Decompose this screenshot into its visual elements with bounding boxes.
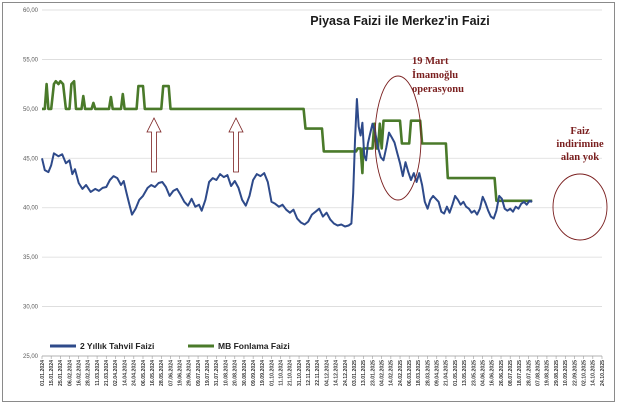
x-tick-label: 04.12.2024 (324, 360, 330, 386)
x-tick-label: 14.02.2025 (389, 360, 395, 386)
x-tick-label: 11.10.2024 (278, 360, 284, 386)
x-tick-label: 25.01.2024 (58, 360, 64, 386)
x-tick-label: 14.12.2024 (334, 360, 340, 386)
x-tick-label: 02.04.2024 (113, 360, 119, 386)
up-arrow (228, 117, 244, 173)
x-tick-label: 20.08.2024 (233, 360, 239, 386)
annotation-line: alan yok (561, 152, 599, 163)
annotation-line: 19 Mart (412, 56, 449, 67)
annotation-no-rate-cut: Faiz indirimine alan yok (556, 126, 604, 163)
x-tick-label: 23.01.2025 (370, 360, 376, 386)
x-tick-label: 14.10.2025 (591, 360, 597, 386)
x-tick-label: 09.07.2024 (196, 360, 202, 386)
annotation-line: Faiz (570, 126, 590, 137)
x-tick-label: 13.01.2025 (361, 360, 367, 386)
y-tick-label: 25,00 (23, 354, 39, 360)
up-arrow (146, 117, 162, 173)
series-line-policy-rate (42, 79, 533, 203)
y-tick-label: 50,00 (23, 107, 39, 113)
chart-title: Piyasa Faizi ile Merkez'in Faizi (310, 14, 489, 28)
series-group (41, 79, 533, 228)
x-tick-label: 19.09.2024 (260, 360, 266, 386)
x-tick-label: 13.05.2025 (462, 360, 468, 386)
x-tick-label: 21.04.2025 (444, 360, 450, 386)
x-tick-label: 31.10.2024 (297, 360, 303, 386)
legend-label-policy: MB Fonlama Faizi (218, 341, 290, 351)
x-tick-label: 30.08.2024 (242, 360, 248, 386)
x-tick-label: 15.01.2024 (49, 360, 55, 386)
x-tick-label: 31.07.2024 (214, 360, 220, 386)
annotation-line: indirimine (556, 139, 604, 150)
x-tick-label: 24.04.2024 (132, 360, 138, 386)
y-tick-label: 35,00 (23, 255, 39, 261)
x-tick-label: 18.07.2025 (517, 360, 523, 386)
x-tick-label: 07.06.2024 (168, 360, 174, 386)
x-tick-label: 29.08.2025 (554, 360, 560, 386)
series-line-bond-yield (41, 98, 533, 228)
y-axis: 25,00 30,00 35,00 40,00 45,00 50,00 55,00 60,00 (23, 8, 39, 360)
y-tick-label: 45,00 (23, 156, 39, 162)
x-tick-label: 09.09.2024 (251, 360, 257, 386)
y-tick-label: 30,00 (23, 305, 39, 311)
x-tick-label: 06.02.2024 (67, 360, 73, 386)
x-tick-label: 28.05.2024 (159, 360, 165, 386)
legend: 2 Yıllık Tahvil Faizi MB Fonlama Faizi (50, 341, 290, 351)
x-tick-label: 22.11.2024 (315, 360, 321, 386)
x-tick-label: 01.05.2025 (453, 360, 459, 386)
x-tick-label: 16.06.2025 (490, 360, 496, 386)
x-tick-label: 23.05.2025 (471, 360, 477, 386)
x-tick-label: 24.12.2024 (343, 360, 349, 386)
x-tick-label: 22.09.2025 (572, 360, 578, 386)
x-tick-label: 28.03.2025 (425, 360, 431, 386)
x-tick-label: 06.05.2024 (141, 360, 147, 386)
annotation-line: İmamoğlu (412, 69, 458, 81)
x-tick-label: 01.01.2024 (40, 360, 46, 386)
gridlines (42, 9, 602, 357)
x-tick-label: 14.04.2024 (122, 360, 128, 386)
x-tick-label: 06.03.2025 (407, 360, 413, 386)
x-tick-label: 08.07.2025 (508, 360, 514, 386)
x-tick-label: 29.06.2024 (187, 360, 193, 386)
x-tick-label: 28.07.2025 (526, 360, 532, 386)
x-tick-label: 04.06.2025 (480, 360, 486, 386)
x-tick-label: 19.06.2024 (178, 360, 184, 386)
annotation-march-19: 19 Mart İmamoğlu operasyonu (412, 56, 464, 95)
x-tick-label: 16.05.2024 (150, 360, 156, 386)
x-tick-label: 02.10.2025 (581, 360, 587, 386)
x-tick-label: 24.02.2025 (398, 360, 404, 386)
x-tick-label: 12.11.2024 (306, 360, 312, 386)
x-tick-label: 21.10.2024 (288, 360, 294, 386)
x-tick-label: 16.02.2024 (77, 360, 83, 386)
annotations (146, 75, 608, 241)
x-tick-label: 09.04.2025 (435, 360, 441, 386)
x-tick-label: 19.07.2024 (205, 360, 211, 386)
x-tick-label: 07.08.2025 (536, 360, 542, 386)
annotation-line: operasyonu (412, 84, 464, 95)
x-tick-label: 11.03.2024 (95, 360, 101, 386)
x-tick-label: 10.09.2025 (563, 360, 569, 386)
y-tick-label: 55,00 (23, 57, 39, 63)
x-tick-label: 24.10.2025 (600, 360, 606, 386)
x-tick-label: 03.01.2025 (352, 360, 358, 386)
x-tick-label: 10.08.2024 (223, 360, 229, 386)
x-tick-label: 21.03.2024 (104, 360, 110, 386)
legend-label-bond: 2 Yıllık Tahvil Faizi (80, 341, 154, 351)
x-tick-label: 26.06.2025 (499, 360, 505, 386)
y-tick-label: 40,00 (23, 206, 39, 212)
x-tick-label: 01.10.2024 (269, 360, 275, 386)
highlight-ellipse (552, 173, 608, 241)
y-tick-label: 60,00 (23, 8, 39, 14)
highlight-ellipse (374, 75, 422, 201)
x-tick-label: 18.03.2025 (416, 360, 422, 386)
x-tick-label: 19.08.2025 (545, 360, 551, 386)
x-axis: 01.01.2024 15.01.2024 25.01.2024 06.02.2024… (40, 356, 606, 386)
x-tick-label: 28.02.2024 (86, 360, 92, 386)
x-tick-label: 04.02.2025 (379, 360, 385, 386)
